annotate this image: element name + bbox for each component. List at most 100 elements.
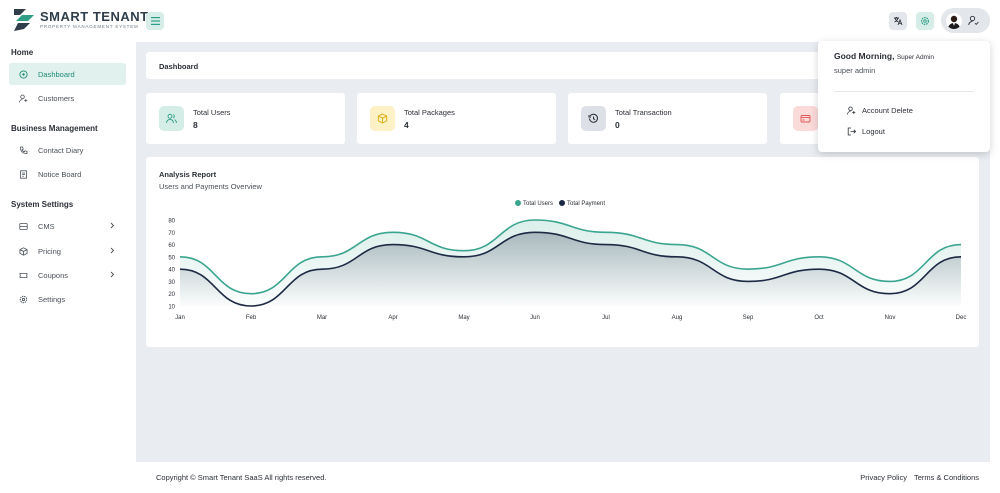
sidebar-item-label: Contact Diary — [38, 145, 84, 155]
stat-card-total-users[interactable]: Total Users 8 — [146, 93, 345, 144]
y-tick-label: 70 — [168, 231, 175, 237]
stat-value: 0 — [615, 119, 620, 130]
sidebar-section-home: Home — [11, 48, 34, 57]
profile-dropdown: Good Morning, Super Admin super admin Ac… — [818, 41, 990, 152]
sidebar: Home Dashboard Customers Business Manage… — [0, 42, 136, 462]
greeting: Good Morning, Super Admin — [834, 51, 934, 61]
chart-title: Analysis Report — [159, 170, 217, 179]
sidebar-item-label: Notice Board — [38, 169, 82, 179]
profile-button[interactable] — [941, 8, 990, 33]
y-tick-label: 30 — [168, 280, 175, 286]
sidebar-item-label: Dashboard — [38, 69, 75, 79]
menu-toggle-button[interactable] — [146, 12, 164, 30]
sidebar-item-customers[interactable]: Customers — [9, 87, 126, 109]
stat-label: Total Users — [193, 107, 231, 117]
x-tick-label: Sep — [743, 315, 754, 321]
sidebar-item-label: Customers — [38, 93, 75, 103]
stat-card-total-transaction[interactable]: Total Transaction 0 — [568, 93, 767, 144]
y-tick-label: 40 — [168, 268, 175, 274]
y-tick-label: 50 — [168, 255, 175, 261]
brand-tagline: PROPERTY MANAGEMENT SYSTEM — [40, 24, 139, 30]
stat-value: 8 — [193, 119, 198, 130]
dashboard-icon — [19, 69, 28, 79]
footer: Copyright © Smart Tenant SaaS All rights… — [0, 462, 1000, 493]
card-icon — [793, 106, 818, 131]
series-line-total-users — [179, 219, 962, 295]
x-tick-label: Mar — [317, 315, 327, 321]
sidebar-section-business: Business Management — [11, 124, 98, 133]
area-chart: 10 20 30 40 50 60 70 80 Jan Feb Mar Apr May Jun Jul Aug… — [168, 200, 967, 321]
cms-icon — [19, 222, 28, 231]
username: super admin — [834, 66, 876, 75]
coupon-icon — [19, 271, 28, 280]
sidebar-item-label: CMS — [38, 221, 55, 231]
legend-marker — [559, 200, 565, 206]
sidebar-item-dashboard[interactable]: Dashboard — [9, 63, 126, 85]
logo-mark — [14, 9, 34, 31]
x-tick-label: Aug — [672, 315, 683, 321]
top-bar: SMART TENANT PROPERTY MANAGEMENT SYSTEM — [0, 0, 1000, 42]
series-line-total-payment — [179, 231, 962, 307]
sidebar-item-cms[interactable]: CMS — [9, 215, 126, 237]
series-area-total-payment — [180, 232, 961, 306]
logout-menu-item[interactable]: Logout — [847, 127, 885, 136]
menu-item-label: Logout — [862, 127, 885, 136]
x-tick-label: Nov — [885, 315, 896, 321]
chevron-right-icon — [110, 271, 115, 278]
language-button[interactable] — [889, 12, 907, 30]
menu-icon — [150, 17, 160, 25]
user-role: Super Admin — [896, 54, 935, 61]
notice-icon — [19, 169, 28, 179]
sidebar-item-coupons[interactable]: Coupons — [9, 264, 126, 286]
x-tick-label: Jun — [530, 315, 540, 321]
x-tick-label: Oct — [814, 315, 824, 321]
y-tick-label: 20 — [168, 292, 175, 298]
package-icon — [19, 246, 28, 256]
stat-label: Total Packages — [404, 107, 455, 117]
sidebar-item-label: Settings — [38, 294, 66, 304]
sidebar-item-notice-board[interactable]: Notice Board — [9, 163, 126, 185]
y-tick-label: 60 — [168, 243, 175, 249]
sidebar-item-pricing[interactable]: Pricing — [9, 240, 126, 262]
stat-label: Total Transaction — [615, 107, 672, 117]
x-tick-label: Dec — [956, 315, 967, 321]
sidebar-item-label: Pricing — [38, 246, 61, 256]
y-tick-label: 10 — [168, 305, 175, 311]
chevron-right-icon — [110, 222, 115, 229]
chart-subtitle: Users and Payments Overview — [159, 182, 262, 191]
legend-label: Total Payment — [567, 201, 605, 207]
settings-button[interactable] — [916, 12, 934, 30]
copyright-text: Copyright © Smart Tenant SaaS All rights… — [156, 473, 327, 482]
brand-name: SMART TENANT — [40, 9, 149, 25]
add-user-icon — [19, 94, 28, 103]
x-tick-label: Jan — [175, 315, 185, 321]
stat-card-total-packages[interactable]: Total Packages 4 — [357, 93, 556, 144]
chevron-right-icon — [110, 247, 115, 254]
legend-label: Total Users — [523, 201, 553, 207]
sidebar-item-label: Coupons — [38, 270, 69, 280]
logout-icon — [847, 127, 856, 136]
x-tick-label: May — [458, 315, 469, 321]
user-delete-icon — [847, 106, 856, 115]
logo[interactable]: SMART TENANT PROPERTY MANAGEMENT SYSTEM — [12, 7, 149, 33]
x-tick-label: Apr — [388, 315, 397, 321]
menu-item-label: Account Delete — [862, 106, 913, 115]
x-tick-label: Jul — [602, 315, 610, 321]
stat-value: 4 — [404, 119, 409, 130]
privacy-policy-link[interactable]: Privacy Policy — [860, 473, 907, 482]
account-delete-menu-item[interactable]: Account Delete — [847, 106, 913, 115]
translate-icon — [894, 17, 903, 26]
avatar — [946, 12, 962, 29]
analysis-report-card: Analysis Report Users and Payments Overv… — [146, 157, 979, 347]
settings-icon — [19, 295, 28, 304]
user-switch-icon — [968, 15, 979, 26]
sidebar-item-settings[interactable]: Settings — [9, 288, 126, 310]
users-icon — [159, 106, 184, 131]
sidebar-item-contact-diary[interactable]: Contact Diary — [9, 139, 126, 161]
y-tick-label: 80 — [168, 219, 175, 225]
divider — [834, 91, 974, 92]
box-icon — [370, 106, 395, 131]
terms-link[interactable]: Terms & Conditions — [913, 473, 979, 482]
phone-icon — [19, 146, 28, 155]
greeting-text: Good Morning, — [834, 51, 895, 61]
